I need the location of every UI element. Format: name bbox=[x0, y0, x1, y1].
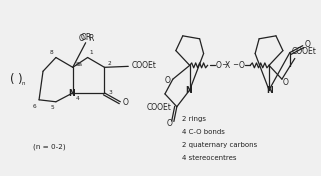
Text: R: R bbox=[88, 34, 93, 43]
Text: 2: 2 bbox=[108, 61, 111, 66]
Text: N: N bbox=[68, 89, 75, 98]
Text: 4: 4 bbox=[76, 96, 80, 101]
Text: 2 quaternary carbons: 2 quaternary carbons bbox=[182, 142, 257, 148]
Text: COOEt: COOEt bbox=[291, 47, 316, 56]
Text: N: N bbox=[185, 86, 192, 95]
Text: COOEt: COOEt bbox=[147, 103, 171, 112]
Text: 5: 5 bbox=[50, 105, 54, 110]
Text: O: O bbox=[79, 34, 85, 43]
Text: 8: 8 bbox=[50, 50, 54, 55]
Text: O: O bbox=[165, 76, 171, 85]
Text: (n = 0-2): (n = 0-2) bbox=[33, 144, 65, 150]
Text: O: O bbox=[122, 98, 128, 107]
Text: 6: 6 bbox=[32, 104, 36, 109]
Text: O: O bbox=[283, 78, 289, 87]
Text: O: O bbox=[238, 61, 244, 70]
Text: 1: 1 bbox=[90, 50, 93, 55]
Text: N: N bbox=[267, 86, 273, 95]
Text: O: O bbox=[215, 61, 221, 70]
Text: X: X bbox=[225, 61, 230, 70]
Text: 4 stereocentres: 4 stereocentres bbox=[182, 155, 236, 161]
Text: (: ( bbox=[10, 73, 14, 86]
Text: 2 rings: 2 rings bbox=[182, 117, 206, 122]
Text: 3: 3 bbox=[108, 90, 112, 95]
Text: OR: OR bbox=[81, 33, 92, 42]
Text: O: O bbox=[305, 40, 311, 49]
Text: COOEt: COOEt bbox=[132, 61, 157, 70]
Text: 8a: 8a bbox=[75, 62, 82, 67]
Text: 4 C-O bonds: 4 C-O bonds bbox=[182, 129, 225, 135]
Text: ): ) bbox=[17, 73, 22, 86]
Text: ─: ─ bbox=[233, 62, 238, 68]
Text: ─: ─ bbox=[222, 62, 227, 68]
Text: n: n bbox=[22, 81, 25, 86]
Text: O: O bbox=[167, 119, 173, 128]
